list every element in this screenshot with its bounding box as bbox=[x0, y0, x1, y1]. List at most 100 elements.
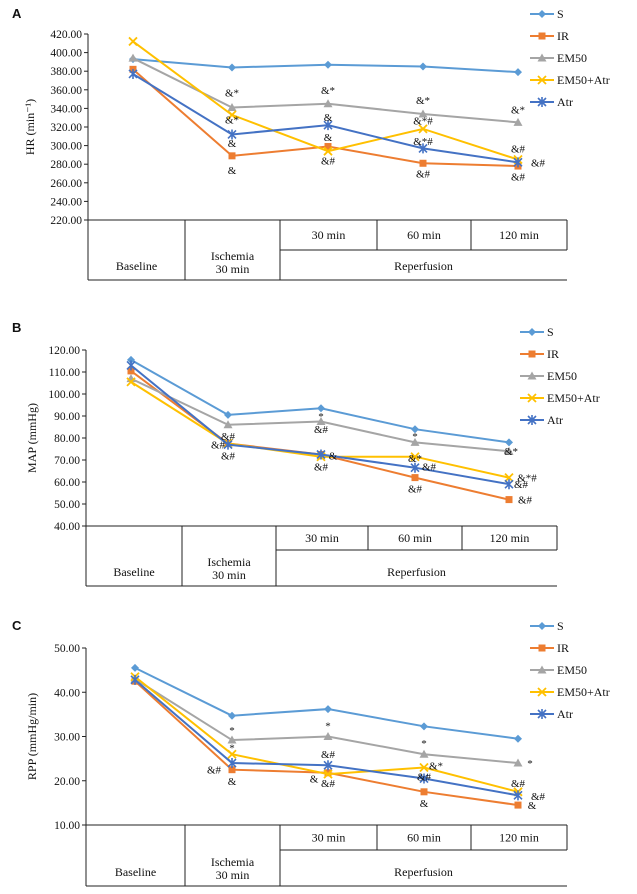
chart-a-data-point bbox=[418, 124, 428, 134]
chart-c-significance-mark: &# bbox=[321, 778, 336, 790]
chart-b-data-point bbox=[504, 479, 514, 490]
chart-c-data-point bbox=[324, 769, 332, 777]
chart-b-legend-label: EM50 bbox=[547, 369, 577, 383]
chart-b-y-tick-label: 40.00 bbox=[54, 521, 80, 533]
chart-c-data-point bbox=[227, 735, 237, 744]
chart-a-data-point bbox=[419, 62, 427, 71]
chart-b-significance-mark: &# bbox=[221, 451, 236, 463]
chart-a-reperfusion-label: Reperfusion bbox=[394, 259, 453, 273]
chart-b-y-tick-label: 50.00 bbox=[54, 499, 80, 511]
chart-a-legend-label: EM50+Atr bbox=[557, 73, 610, 87]
chart-b-data-point bbox=[410, 462, 420, 473]
chart-a-legend-label: Atr bbox=[557, 95, 573, 109]
chart-panel-hr: A 220.00 240.00 260.00 280.00 300.00 320.00 340… bbox=[0, 0, 637, 296]
chart-b-significance-mark: & bbox=[329, 451, 338, 463]
chart-a-time-label: 120 min bbox=[499, 228, 539, 242]
chart-c-y-tick-label: 20.00 bbox=[54, 776, 80, 788]
chart-b-data-point bbox=[317, 404, 325, 413]
chart-c-data-point bbox=[513, 790, 523, 801]
chart-b-panel-letter: B bbox=[12, 320, 21, 335]
chart-a-data-point bbox=[128, 68, 138, 79]
chart-c-data-point bbox=[323, 760, 333, 771]
chart-c-data-point bbox=[130, 674, 140, 685]
chart-c-data-point bbox=[419, 773, 429, 784]
chart-a-significance-mark: &# bbox=[511, 171, 526, 183]
chart-c-significance-mark: &# bbox=[207, 765, 222, 777]
chart-c-legend-label: IR bbox=[557, 641, 569, 655]
chart-c-y-tick-label: 30.00 bbox=[54, 732, 80, 744]
chart-b-baseline-label: Baseline bbox=[113, 565, 154, 579]
chart-a-significance-mark: & bbox=[228, 165, 237, 177]
chart-a-y-tick-label: 320.00 bbox=[50, 122, 82, 134]
chart-a-significance-mark: &# bbox=[416, 169, 431, 181]
chart-a-legend-marker bbox=[537, 53, 547, 62]
chart-b-significance-mark: &# bbox=[211, 440, 226, 452]
chart-c-time-label: 120 min bbox=[499, 831, 539, 845]
chart-a-legend-marker bbox=[538, 10, 546, 18]
chart-c-data-point bbox=[514, 801, 522, 809]
chart-a-significance-mark: &*# bbox=[413, 115, 433, 127]
chart-a-data-point bbox=[418, 143, 428, 154]
map-line-chart: B 40.00 50.00 60.00 70.00 80.00 90.00 100.00 110… bbox=[12, 320, 600, 587]
chart-c-significance-mark: & bbox=[228, 776, 237, 788]
chart-c-significance-mark: & bbox=[420, 798, 429, 810]
chart-a-y-tick-label: 280.00 bbox=[50, 159, 82, 171]
chart-b-data-point bbox=[411, 474, 419, 482]
rpp-line-chart: C 10.00 20.00 30.00 40.00 50.00 RPP (mmHg/min)… bbox=[12, 618, 610, 887]
chart-c-legend-label: EM50+Atr bbox=[557, 685, 610, 699]
chart-b-data-point bbox=[505, 438, 513, 447]
chart-a-legend-label: EM50 bbox=[557, 51, 587, 65]
chart-b-legend-marker bbox=[527, 415, 537, 425]
chart-a-significance-mark: & bbox=[324, 132, 333, 144]
chart-a-baseline-label: Baseline bbox=[116, 259, 157, 273]
chart-b-legend-marker bbox=[528, 328, 536, 336]
chart-b-legend-label: S bbox=[547, 325, 554, 339]
chart-c-data-point bbox=[420, 722, 428, 731]
chart-b-y-tick-label: 110.00 bbox=[49, 367, 80, 379]
chart-b-y-tick-label: 70.00 bbox=[54, 455, 80, 467]
chart-c-significance-mark: * bbox=[229, 743, 235, 755]
chart-b-significance-mark: &# bbox=[422, 462, 437, 474]
chart-a-y-tick-label: 360.00 bbox=[50, 85, 82, 97]
chart-a-y-tick-label: 260.00 bbox=[50, 178, 82, 190]
chart-a-significance-mark: &# bbox=[531, 157, 546, 169]
chart-c-legend-marker bbox=[538, 644, 546, 652]
chart-a-data-point bbox=[419, 159, 427, 167]
chart-c-significance-mark: * bbox=[527, 758, 533, 770]
chart-a-y-tick-label: 420.00 bbox=[50, 29, 82, 41]
chart-c-data-point bbox=[514, 734, 522, 743]
chart-a-legend-label: S bbox=[557, 7, 564, 21]
chart-a-y-tick-label: 340.00 bbox=[50, 103, 82, 115]
chart-a-significance-mark: &* bbox=[225, 88, 239, 100]
chart-a-panel-letter: A bbox=[12, 6, 22, 21]
chart-c-data-point bbox=[324, 705, 332, 714]
chart-c-data-point bbox=[419, 749, 429, 758]
chart-b-significance-mark: &# bbox=[514, 479, 529, 491]
chart-a-y-tick-label: 380.00 bbox=[50, 66, 82, 78]
chart-b-data-point bbox=[410, 452, 420, 462]
chart-c-significance-mark: &# bbox=[511, 778, 526, 790]
chart-a-legend-marker bbox=[537, 97, 547, 107]
chart-c-y-axis-label: RPP (mmHg/min) bbox=[25, 693, 39, 780]
chart-b-data-point bbox=[504, 446, 514, 455]
chart-a-data-point bbox=[514, 68, 522, 77]
chart-c-legend-label: EM50 bbox=[557, 663, 587, 677]
chart-a-data-point bbox=[228, 152, 236, 160]
chart-b-time-label: 120 min bbox=[490, 531, 530, 545]
chart-a-y-axis-label: HR (min⁻¹) bbox=[23, 99, 37, 155]
chart-a-legend-label: IR bbox=[557, 29, 569, 43]
chart-a-data-point bbox=[128, 36, 138, 47]
chart-a-data-point bbox=[323, 120, 333, 131]
chart-c-significance-mark: &# bbox=[417, 771, 432, 783]
chart-a-data-point bbox=[323, 99, 333, 108]
chart-panel-rpp: C 10.00 20.00 30.00 40.00 50.00 RPP (mmHg/min)… bbox=[0, 598, 637, 894]
chart-b-data-point bbox=[411, 425, 419, 434]
chart-a-data-point bbox=[513, 117, 523, 126]
chart-b-data-point bbox=[224, 410, 232, 419]
chart-a-significance-mark: &# bbox=[511, 143, 526, 155]
chart-a-data-point bbox=[227, 129, 237, 140]
chart-c-legend-marker bbox=[537, 709, 547, 719]
chart-b-significance-mark: * bbox=[412, 431, 418, 443]
chart-a-data-point bbox=[513, 157, 523, 168]
chart-a-legend-marker bbox=[538, 32, 546, 40]
